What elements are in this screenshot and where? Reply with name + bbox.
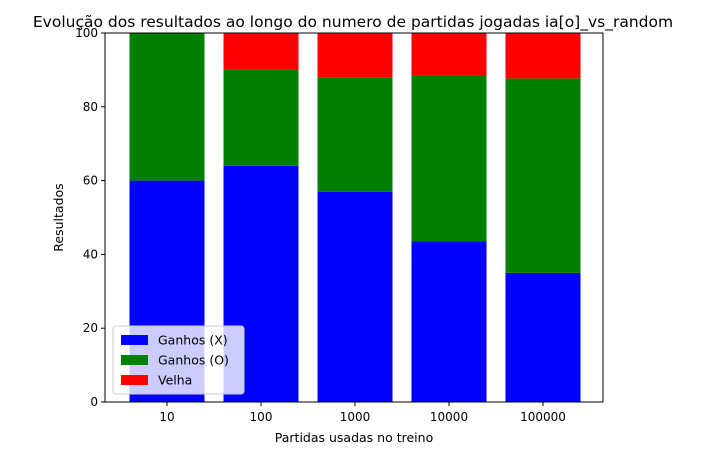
- bars-group: [129, 33, 581, 402]
- legend-swatch-velha: [121, 375, 148, 385]
- bar-velha-1000: [317, 33, 393, 78]
- bar-ganhos-o-100: [223, 69, 299, 166]
- bar-ganhos-o-10000: [411, 75, 487, 242]
- bar-ganhos-o-100000: [505, 78, 581, 273]
- legend: Ganhos (X) Ganhos (O) Velha: [112, 325, 245, 395]
- x-axis-label: Partidas usadas no treino: [275, 430, 433, 445]
- x-axis-ticks: 10 100 1000 10000 100000: [159, 402, 566, 424]
- y-tick-label: 100: [75, 26, 98, 40]
- y-tick-label: 20: [83, 321, 98, 335]
- y-tick-label: 40: [83, 247, 98, 261]
- x-tick-label: 100: [250, 410, 273, 424]
- y-tick-label: 80: [83, 100, 98, 114]
- y-tick-label: 60: [83, 174, 98, 188]
- plot-frame: [104, 32, 604, 403]
- legend-label-velha: Velha: [158, 373, 192, 388]
- bar-ganhos-x-100000: [505, 272, 581, 402]
- bar-ganhos-o-1000: [317, 77, 393, 192]
- x-tick-label: 10: [159, 410, 174, 424]
- bar-velha-100: [223, 33, 299, 70]
- y-tick-label: 0: [90, 395, 98, 409]
- x-tick-label: 100000: [520, 410, 566, 424]
- bar-ganhos-x-1000: [317, 191, 393, 402]
- bar-velha-100000: [505, 33, 581, 79]
- legend-swatch-ganhos-x: [121, 335, 148, 345]
- bar-ganhos-o-10: [129, 33, 205, 181]
- bar-ganhos-x-10000: [411, 241, 487, 402]
- chart-title: Evolução dos resultados ao longo do nume…: [33, 13, 673, 32]
- y-axis-ticks: 0 20 40 60 80 100: [75, 26, 105, 409]
- y-axis-label: Resultados: [51, 183, 66, 251]
- legend-swatch-ganhos-o: [121, 355, 148, 365]
- legend-label-ganhos-x: Ganhos (X): [158, 333, 228, 348]
- x-tick-label: 10000: [430, 410, 468, 424]
- x-tick-label: 1000: [340, 410, 371, 424]
- bar-velha-10000: [411, 33, 487, 76]
- legend-label-ganhos-o: Ganhos (O): [158, 353, 229, 368]
